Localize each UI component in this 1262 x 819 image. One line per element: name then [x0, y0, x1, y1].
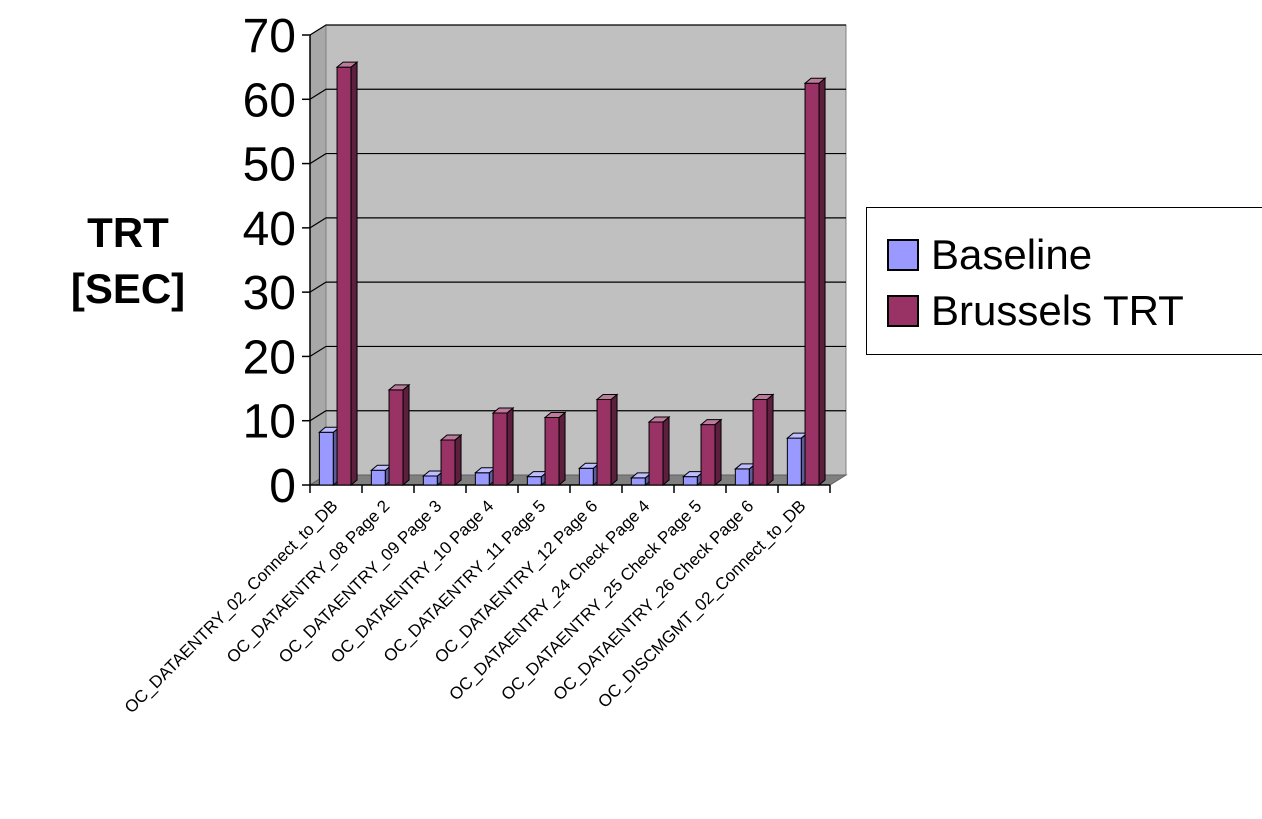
- bar-brussels-trt-8: [752, 399, 768, 486]
- bar-side-brussels-trt-0: [350, 61, 358, 487]
- legend-label-brussels-trt: Brussels TRT: [931, 287, 1184, 334]
- bar-top-brussels-trt-1: [387, 384, 411, 391]
- bar-baseline-8: [734, 468, 750, 486]
- bar-baseline-0: [318, 431, 334, 486]
- bar-brussels-trt-2: [440, 439, 456, 486]
- y-tick-label-0: 0: [269, 460, 296, 513]
- y-tick-label-20: 20: [243, 331, 296, 384]
- bar-top-brussels-trt-2: [439, 434, 463, 441]
- y-tick-label-60: 60: [243, 74, 296, 127]
- bar-baseline-2: [422, 475, 438, 486]
- gridline-40: [309, 217, 846, 229]
- legend-item-baseline: Baseline: [887, 230, 1092, 280]
- bar-baseline-5: [578, 467, 594, 486]
- bar-brussels-trt-1: [388, 389, 404, 486]
- bar-baseline-9: [786, 437, 802, 486]
- bar-top-brussels-trt-0: [335, 61, 359, 68]
- bar-side-brussels-trt-3: [506, 406, 514, 487]
- bar-side-brussels-trt-5: [610, 393, 618, 487]
- bar-baseline-4: [526, 476, 542, 486]
- bar-baseline-1: [370, 469, 386, 486]
- y-axis-label: TRT [SEC]: [48, 205, 208, 317]
- legend-label-baseline: Baseline: [931, 231, 1093, 278]
- legend-item-brussels-trt: Brussels TRT: [887, 286, 1184, 336]
- bar-side-brussels-trt-6: [662, 415, 670, 487]
- gridline-20: [309, 345, 846, 357]
- bar-side-brussels-trt-8: [766, 393, 774, 487]
- bar-top-brussels-trt-6: [647, 416, 671, 423]
- gridline-60: [309, 88, 846, 100]
- gridline-70: [309, 24, 846, 36]
- legend-swatch-baseline: [887, 239, 919, 271]
- y-tick-label-40: 40: [243, 203, 296, 256]
- bar-side-brussels-trt-4: [558, 411, 566, 487]
- y-tick-label-30: 30: [243, 267, 296, 320]
- legend-swatch-brussels-trt: [887, 295, 919, 327]
- bar-top-brussels-trt-3: [491, 407, 515, 414]
- bar-brussels-trt-5: [596, 399, 612, 486]
- bar-side-brussels-trt-9: [818, 77, 826, 487]
- y-tick-label-10: 10: [243, 396, 296, 449]
- bar-top-brussels-trt-8: [751, 394, 775, 400]
- y-axis-label-line-2: [SEC]: [70, 265, 186, 312]
- bar-brussels-trt-0: [336, 66, 352, 486]
- bar-top-brussels-trt-5: [595, 394, 619, 400]
- gridline-10: [309, 410, 846, 422]
- y-axis-label-line-1: TRT: [87, 209, 169, 256]
- bar-baseline-7: [682, 476, 698, 486]
- bar-top-brussels-trt-9: [803, 77, 827, 84]
- bar-side-brussels-trt-2: [454, 433, 462, 487]
- chart-legend: Baseline Brussels TRT: [866, 207, 1262, 355]
- gridline-30: [309, 281, 846, 293]
- bar-top-brussels-trt-7: [699, 419, 723, 426]
- bar-side-brussels-trt-7: [714, 418, 722, 487]
- x-tick-label-0: OC_DATAENTRY_02_Connect_to_DB: [121, 496, 342, 717]
- bar-brussels-trt-3: [492, 412, 508, 486]
- y-tick-label-70: 70: [243, 10, 296, 63]
- bar-brussels-trt-9: [804, 82, 820, 486]
- bar-baseline-6: [630, 477, 646, 486]
- bar-brussels-trt-7: [700, 424, 716, 486]
- bar-brussels-trt-6: [648, 421, 664, 486]
- bar-top-brussels-trt-4: [543, 412, 567, 418]
- bar-side-brussels-trt-1: [402, 383, 410, 487]
- bar-baseline-3: [474, 472, 490, 486]
- gridline-50: [309, 152, 846, 165]
- y-tick-label-50: 50: [243, 139, 296, 192]
- bar-brussels-trt-4: [544, 417, 560, 486]
